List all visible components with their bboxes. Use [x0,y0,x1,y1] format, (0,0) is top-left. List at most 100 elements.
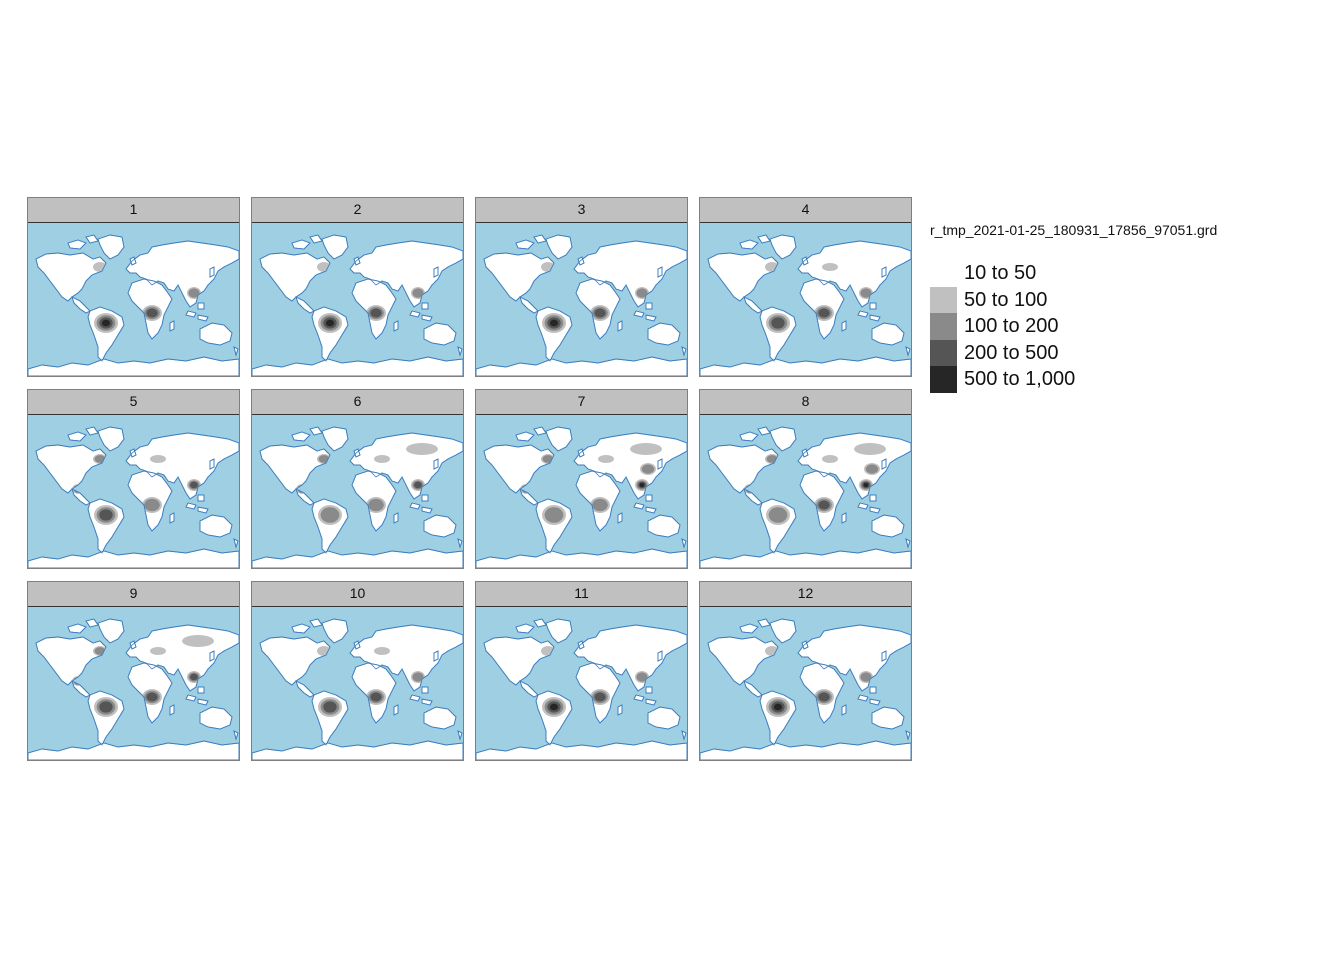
coastline-antarctica [476,548,687,568]
legend-swatch [930,339,957,366]
shade-se-class-2 [636,288,648,298]
coastline-japan [881,458,887,470]
world-map [28,223,239,376]
coastline-northAmerica [35,636,107,686]
coastline-britain [353,640,361,650]
coastline-newZealand [457,538,463,549]
panel-strip-label: 9 [28,582,239,607]
coastline-greenland [545,426,573,452]
coastline-southAmerica [311,306,349,362]
coastline-antarctica [252,356,463,376]
world-map [252,415,463,568]
coastline-southAmerica [535,690,573,746]
coastline-greenland [545,234,573,260]
land-borneo [645,686,653,694]
coastline-arctic1 [739,239,759,250]
coastline-arctic1 [291,431,311,442]
coastline-arctic1 [739,431,759,442]
world-map [476,607,687,760]
coastline-greenland [769,426,797,452]
land-borneo [197,494,205,502]
coastline-centralAmerica [743,680,763,698]
coastline-indonesia1 [409,310,421,318]
shade-sa-class-4 [325,319,335,327]
shade-si-class-1 [406,443,438,455]
coastline-arctic2 [309,618,323,628]
shade-se-class-4 [639,482,645,488]
coastline-japan [881,266,887,278]
coastline-borneo [645,686,653,694]
coastline-africa [575,662,621,724]
coastline-arctic1 [291,239,311,250]
shade-si-class-1 [854,443,886,455]
legend-title: r_tmp_2021-01-25_180931_17856_97051.grd [930,222,1218,238]
coastline-britain [801,256,809,266]
coastline-arctic2 [309,234,323,244]
coastline-australia [423,706,457,730]
shade-af-class-3 [818,692,830,702]
coastline-antarctica [28,356,239,376]
coastline-antarctica [700,740,911,760]
coastline-southAmerica [759,306,797,362]
coastline-southAmerica [759,690,797,746]
legend-swatch [930,260,957,287]
map-panel-7: 7 [475,389,688,569]
coastline-indonesia2 [197,506,209,514]
world-map [252,607,463,760]
map-panel-6: 6 [251,389,464,569]
legend-label: 200 to 500 [964,341,1059,364]
coastline-australia [871,322,905,346]
shade-se-class-2 [412,288,424,298]
rainfall-shading [93,262,201,333]
coastline-greenland [97,618,125,644]
coastline-australia [423,322,457,346]
coastline-newZealand [681,730,687,741]
coastline-africa [575,278,621,340]
coastline-antarctica [476,740,687,760]
coastline-indonesia1 [185,502,197,510]
coastline-indonesia2 [869,698,881,706]
coastline-antarctica [252,740,463,760]
coastline-greenland [769,618,797,644]
coastline-borneo [869,302,877,310]
legend-label: 50 to 100 [964,288,1048,311]
coastline-borneo [421,302,429,310]
legend-item: 100 to 200 [930,313,1190,340]
coastline-japan [433,266,439,278]
shade-af-class-2 [144,498,160,512]
shade-af-class-3 [370,692,382,702]
coastline-southAmerica [759,498,797,554]
legend-item: 50 to 100 [930,286,1190,313]
coastline-arctic2 [757,618,771,628]
coastline-britain [577,448,585,458]
coastline-madagascar [169,704,175,716]
map-panel-2: 2 [251,197,464,377]
shade-sa-class-4 [549,703,559,711]
coastline-centralAmerica [295,680,315,698]
coastline-borneo [645,494,653,502]
coastline-japan [657,458,663,470]
land-borneo [869,302,877,310]
shade-af-class-3 [146,692,158,702]
shade-sa-class-2 [320,507,340,523]
shade-ea-class-2 [641,464,655,474]
coastline-madagascar [617,704,623,716]
coastline-antarctica [252,548,463,568]
coastline-indonesia1 [857,502,869,510]
rainfall-shading [744,443,886,525]
coastline-borneo [421,686,429,694]
coastline-greenland [97,234,125,260]
shade-eu-class-1 [822,263,838,271]
coastline-britain [577,256,585,266]
panel-strip-label: 4 [700,198,911,223]
coastline-indonesia1 [857,310,869,318]
coastline-indonesia2 [645,506,657,514]
coastline-indonesia1 [185,694,197,702]
coastline-greenland [321,234,349,260]
panel-strip-label: 5 [28,390,239,415]
shade-sa-class-2 [544,507,564,523]
legend-swatch [930,286,957,313]
coastline-indonesia1 [185,310,197,318]
coastline-africa [127,278,173,340]
world-map [28,415,239,568]
